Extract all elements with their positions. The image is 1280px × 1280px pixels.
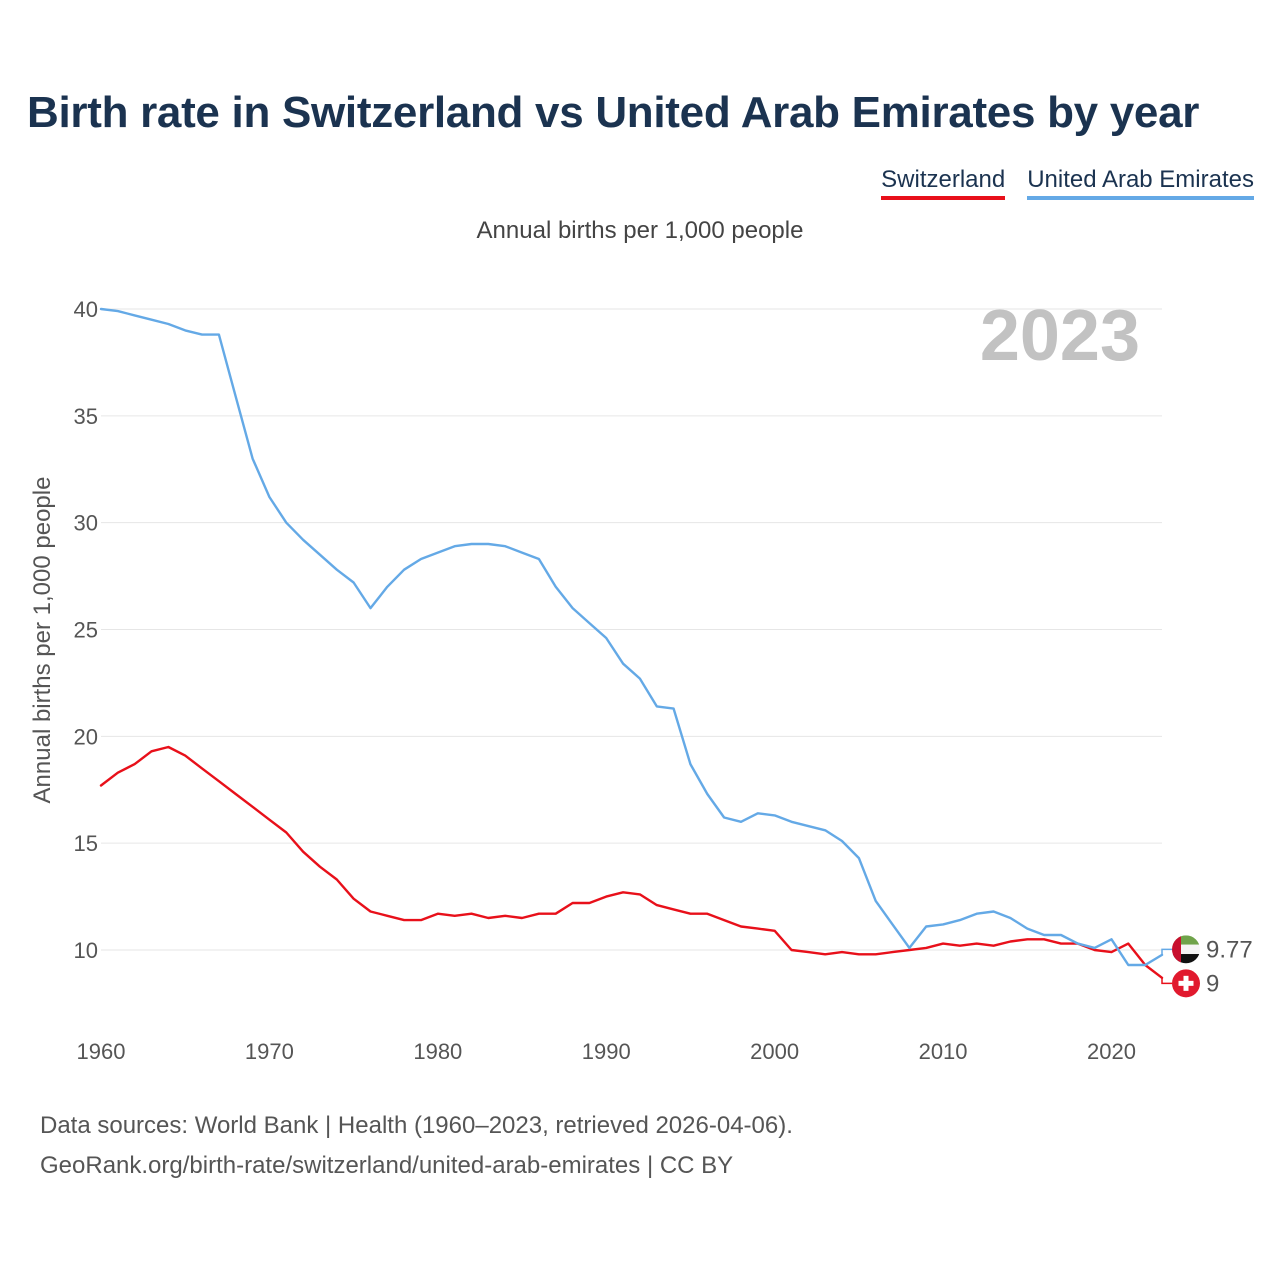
x-tick-label: 1980 xyxy=(413,1039,462,1064)
chart-subtitle: Annual births per 1,000 people xyxy=(476,217,804,244)
line-chart: 10 15 20 25 30 35 40 1960 1970 1980 1990 2000 2010 2… xyxy=(29,296,1253,1064)
switzerland-flag-icon xyxy=(1172,969,1200,998)
y-tick-label: 25 xyxy=(74,618,98,643)
series-lines xyxy=(99,307,1164,979)
end-value-label-united-arab-emirates: 9.77 xyxy=(1206,936,1253,963)
year-watermark: 2023 xyxy=(980,296,1140,376)
connector-switzerland xyxy=(1161,977,1172,985)
flag-stripe-white xyxy=(1172,944,1200,955)
uae-flag-icon xyxy=(1172,935,1200,964)
series-line-switzerland xyxy=(99,745,1164,979)
y-axis-label: Annual births per 1,000 people xyxy=(29,477,56,804)
x-tick-label: 2020 xyxy=(1087,1039,1136,1064)
flag-band-red xyxy=(1172,935,1181,964)
legend: Switzerland United Arab Emirates xyxy=(881,166,1254,200)
x-tick-label: 2010 xyxy=(919,1039,968,1064)
y-tick-label: 10 xyxy=(74,938,98,963)
x-tick-label: 1990 xyxy=(582,1039,631,1064)
y-tick-label: 30 xyxy=(74,511,98,536)
chart-title: Birth rate in Switzerland vs United Arab… xyxy=(27,88,1200,137)
y-axis-ticks: 10 15 20 25 30 35 40 xyxy=(74,297,98,963)
y-tick-label: 35 xyxy=(74,404,98,429)
x-tick-label: 1960 xyxy=(77,1039,126,1064)
x-tick-label: 2000 xyxy=(750,1039,799,1064)
y-tick-label: 40 xyxy=(74,297,98,322)
footer: Data sources: World Bank | Health (1960–… xyxy=(40,1106,793,1186)
flag-cross-vertical xyxy=(1183,975,1189,991)
connector-united-arab-emirates xyxy=(1161,948,1172,955)
source-link[interactable]: GeoRank.org/birth-rate/switzerland/unite… xyxy=(40,1152,734,1179)
end-value-label-switzerland: 9 xyxy=(1206,970,1219,997)
x-tick-label: 1970 xyxy=(245,1039,294,1064)
y-tick-label: 20 xyxy=(74,724,98,749)
data-sources: Data sources: World Bank | Health (1960–… xyxy=(40,1112,793,1139)
x-axis-ticks: 1960 1970 1980 1990 2000 2010 2020 xyxy=(77,1039,1136,1064)
series-line-united-arab-emirates xyxy=(99,307,1164,967)
series-end-markers: 99.77 xyxy=(1161,935,1253,998)
gridlines xyxy=(101,308,1162,951)
legend-item-switzerland[interactable]: Switzerland xyxy=(881,166,1006,200)
flag-stripe-green xyxy=(1172,935,1200,945)
legend-item-united-arab-emirates[interactable]: United Arab Emirates xyxy=(1027,166,1254,200)
flag-stripe-black xyxy=(1172,954,1200,964)
y-tick-label: 15 xyxy=(74,831,98,856)
